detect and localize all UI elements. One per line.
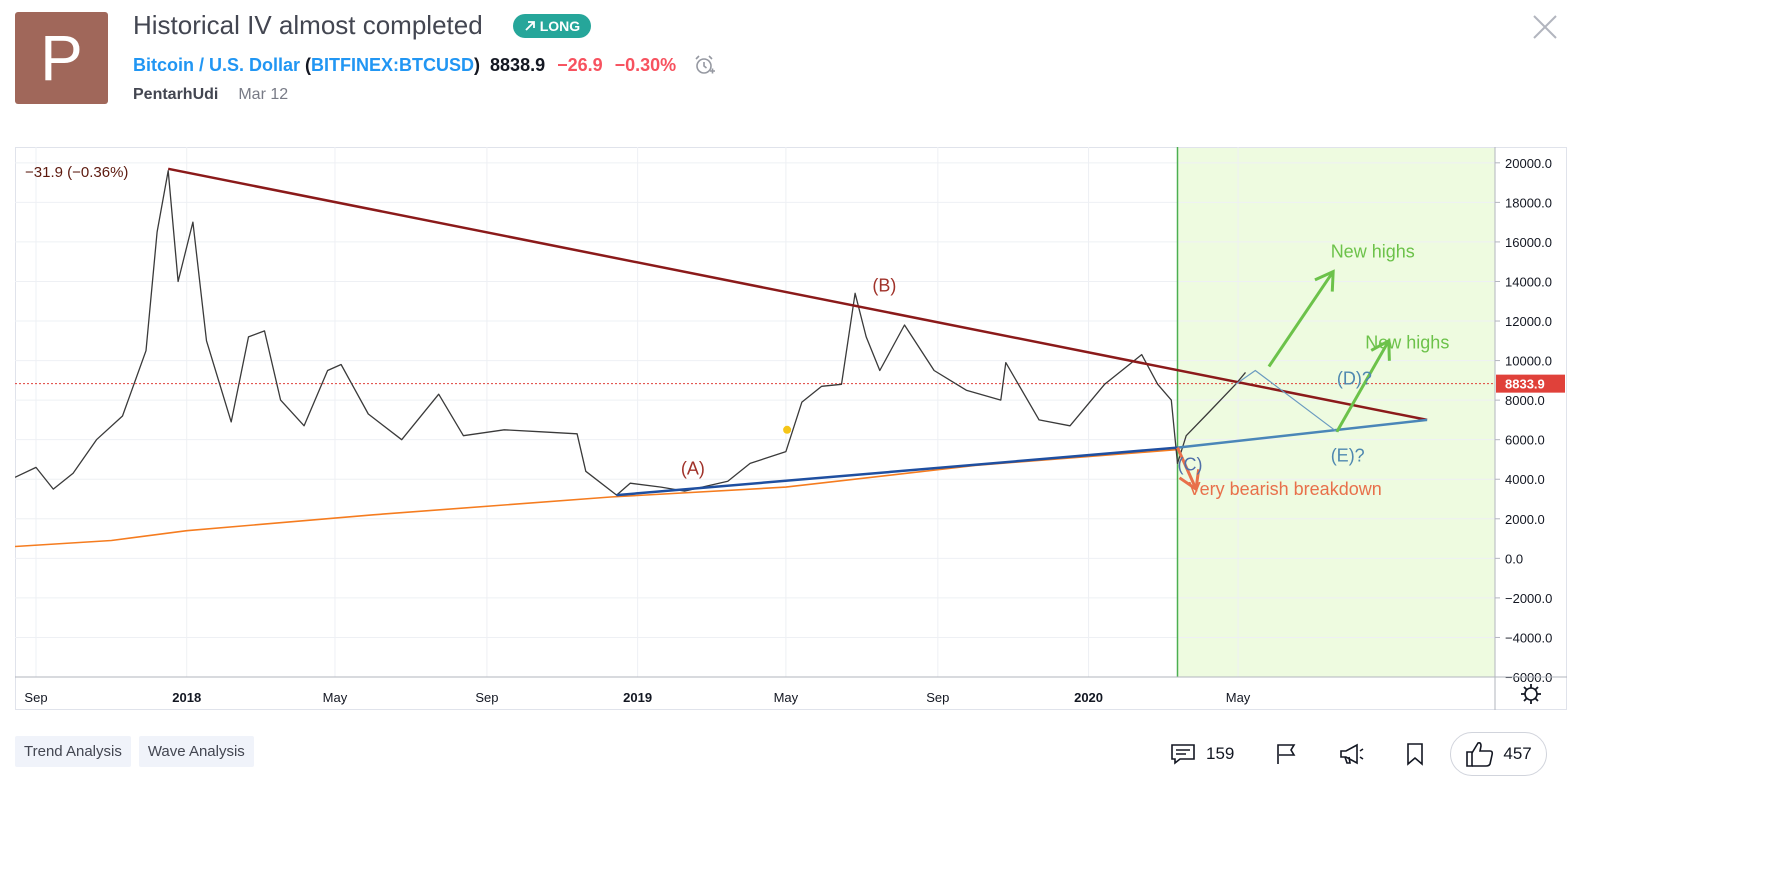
megaphone-icon — [1340, 743, 1364, 765]
bookmark-icon — [1407, 743, 1424, 766]
y-tick-label: 14000.0 — [1505, 274, 1552, 289]
x-tick-label: Sep — [475, 690, 498, 705]
symbol-code-link[interactable]: BITFINEX:BTCUSD — [311, 54, 475, 75]
alarm-clock-icon[interactable] — [692, 53, 716, 77]
price-series-line — [15, 170, 1246, 496]
legend-value: −31.9 (−0.36%) — [25, 164, 128, 181]
price-chart[interactable]: (A) (B) (C) (D)? (E)? New highs New highs Very … — [15, 147, 1567, 710]
y-tick-label: 0.0 — [1505, 551, 1523, 566]
share-button[interactable] — [1338, 742, 1364, 766]
x-tick-label: Sep — [24, 690, 47, 705]
thumbs-up-icon — [1466, 742, 1494, 767]
y-tick-label: 18000.0 — [1505, 195, 1552, 210]
idea-tags: Trend Analysis Wave Analysis — [15, 736, 254, 767]
close-icon[interactable] — [1532, 14, 1558, 40]
idea-title: Historical IV almost completed — [133, 10, 483, 40]
chart-marker-dot — [783, 425, 792, 434]
gear-icon[interactable] — [1521, 684, 1541, 704]
projection-arrow-head — [1178, 469, 1201, 492]
comment-icon — [1171, 744, 1195, 765]
comments-button[interactable]: 159 — [1170, 742, 1234, 766]
last-price-label: 8833.9 — [1505, 377, 1545, 392]
badge-label: LONG — [539, 17, 581, 34]
x-tick-label: 2018 — [172, 690, 201, 705]
publish-date: Mar 12 — [238, 86, 289, 103]
projection-zone — [1177, 148, 1495, 677]
y-tick-label: −2000.0 — [1505, 591, 1552, 606]
chart-annotation: (B) — [872, 275, 896, 295]
y-tick-label: 12000.0 — [1505, 314, 1552, 329]
y-tick-label: −4000.0 — [1505, 630, 1552, 645]
support-projection-line — [1177, 418, 1428, 449]
resistance-trendline — [167, 167, 1428, 422]
symbol-change-percent: −0.30% — [614, 54, 677, 75]
chart-annotation: (E)? — [1331, 445, 1365, 465]
projection-arrow-shaft — [1176, 446, 1198, 490]
projection-arrow-head — [1370, 338, 1391, 361]
author-avatar[interactable]: P — [15, 12, 108, 104]
comments-count: 159 — [1206, 744, 1235, 763]
symbol-change: −26.9 — [557, 54, 603, 75]
flag-button[interactable] — [1274, 742, 1298, 766]
moving-average-line — [15, 448, 1178, 548]
chart-area[interactable]: (A) (B) (C) (D)? (E)? New highs New highs Very … — [15, 147, 1567, 710]
chart-annotation: New highs — [1331, 242, 1415, 262]
avatar-letter: P — [40, 22, 83, 94]
flag-icon — [1277, 744, 1296, 764]
projection-arrow-shaft — [1267, 270, 1335, 368]
symbol-price: 8838.9 — [490, 54, 546, 75]
projection-arrow-shaft — [1335, 340, 1391, 433]
projection-arrow-head — [1314, 269, 1335, 292]
symbol-name-link[interactable]: Bitcoin / U.S. Dollar — [133, 54, 301, 75]
x-tick-label: May — [1226, 690, 1251, 705]
chart-annotation: Very bearish breakdown — [1189, 479, 1382, 499]
chart-annotation: (A) — [681, 458, 705, 478]
y-tick-label: 16000.0 — [1505, 235, 1552, 250]
y-tick-label: 6000.0 — [1505, 433, 1545, 448]
long-badge: LONG — [512, 13, 592, 38]
last-price-badge — [1496, 374, 1565, 393]
y-tick-label: 2000.0 — [1505, 512, 1545, 527]
y-tick-label: 8000.0 — [1505, 393, 1545, 408]
x-tick-label: Sep — [926, 690, 949, 705]
wave-path — [1235, 369, 1338, 433]
author-row: PentarhUdi Mar 12 — [133, 86, 288, 104]
support-trendline — [616, 446, 1178, 497]
y-tick-label: 20000.0 — [1505, 156, 1552, 171]
x-tick-label: May — [323, 690, 348, 705]
author-name-link[interactable]: PentarhUdi — [133, 86, 219, 103]
chart-annotation: (C) — [1178, 454, 1203, 474]
idea-header: Historical IV almost completed LONG — [133, 10, 592, 41]
x-tick-label: May — [774, 690, 799, 705]
y-tick-label: 4000.0 — [1505, 472, 1545, 487]
idea-actions: 159 457 — [1170, 732, 1547, 776]
x-tick-label: 2020 — [1074, 690, 1103, 705]
arrow-up-right-icon — [525, 20, 535, 31]
bookmark-button[interactable] — [1404, 742, 1426, 766]
x-tick-label: 2019 — [623, 690, 652, 705]
y-tick-label: 10000.0 — [1505, 354, 1552, 369]
chart-annotation: (D)? — [1337, 368, 1372, 388]
likes-count: 457 — [1503, 744, 1532, 763]
like-button[interactable]: 457 — [1450, 732, 1547, 776]
symbol-info: Bitcoin / U.S. Dollar (BITFINEX:BTCUSD) … — [133, 53, 716, 77]
chart-annotation: New highs — [1365, 333, 1449, 353]
tag-wave-analysis[interactable]: Wave Analysis — [138, 736, 254, 767]
tag-trend-analysis[interactable]: Trend Analysis — [15, 736, 131, 767]
